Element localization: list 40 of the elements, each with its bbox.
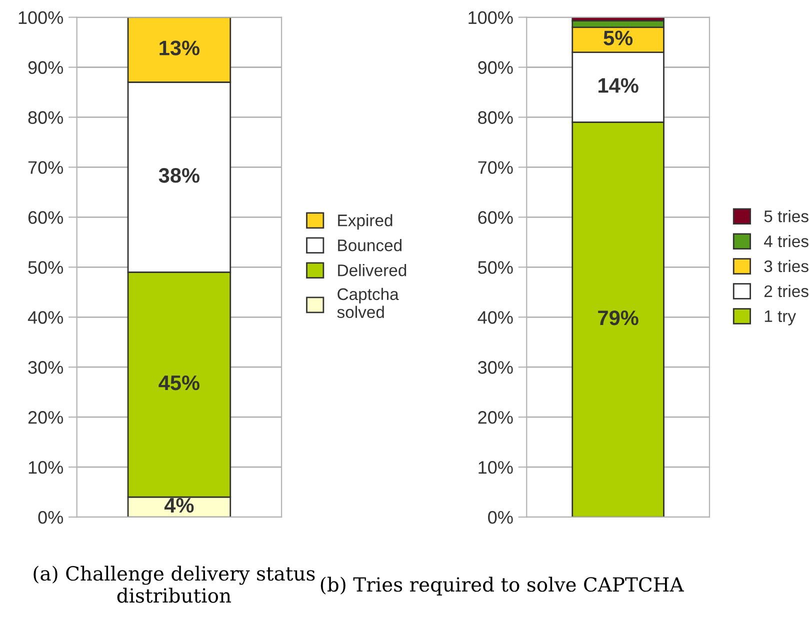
legend-label: Delivered <box>338 264 406 276</box>
y-tick-label: 10% <box>28 461 64 474</box>
y-tick-label: 0% <box>488 510 513 524</box>
data-label: 45% <box>158 376 200 390</box>
data-label: 14% <box>598 78 638 93</box>
y-tick-label: 80% <box>28 111 64 124</box>
y-tick-label: 20% <box>478 411 513 424</box>
y-tick-label: 30% <box>28 361 64 374</box>
legend-label: 3 tries <box>764 260 808 272</box>
y-tick-label: 80% <box>478 111 513 124</box>
y-tick-label: 60% <box>478 211 513 224</box>
legend-label: Bounced <box>338 239 402 252</box>
legend-label: Expired <box>338 214 392 230</box>
y-tick-label: 100% <box>18 11 64 24</box>
y-tick-label: 60% <box>28 211 64 224</box>
data-label: 38% <box>158 168 200 183</box>
legend-label: 5 tries <box>764 210 808 222</box>
y-tick-label: 70% <box>478 161 513 174</box>
y-tick-label: 90% <box>478 61 513 74</box>
data-label: 4% <box>164 498 194 513</box>
data-label: 5% <box>604 30 633 46</box>
legend-label: 2 tries <box>764 284 808 298</box>
y-tick-label: 40% <box>478 311 513 324</box>
y-tick-label: 90% <box>28 61 64 74</box>
y-tick-label: 30% <box>478 361 513 374</box>
data-label: 13% <box>160 40 200 56</box>
data-label: 79% <box>598 310 638 326</box>
y-tick-label: 50% <box>28 261 64 274</box>
text: (b) Tries required to solve CAPTCHA <box>320 576 684 596</box>
y-tick-label: 50% <box>478 261 513 274</box>
legend-label: 1 try <box>764 310 796 326</box>
y-tick-label: 20% <box>28 411 64 424</box>
y-tick-label: 40% <box>28 311 64 324</box>
legend-label: Captcha solved <box>337 288 399 318</box>
y-tick-label: 0% <box>38 510 64 524</box>
y-tick-label: 70% <box>28 161 64 174</box>
y-tick-label: 10% <box>478 461 513 474</box>
legend-label: 4 tries <box>764 234 808 248</box>
y-tick-label: 100% <box>468 11 513 24</box>
text: (a) Challenge delivery status distribution <box>34 566 315 603</box>
